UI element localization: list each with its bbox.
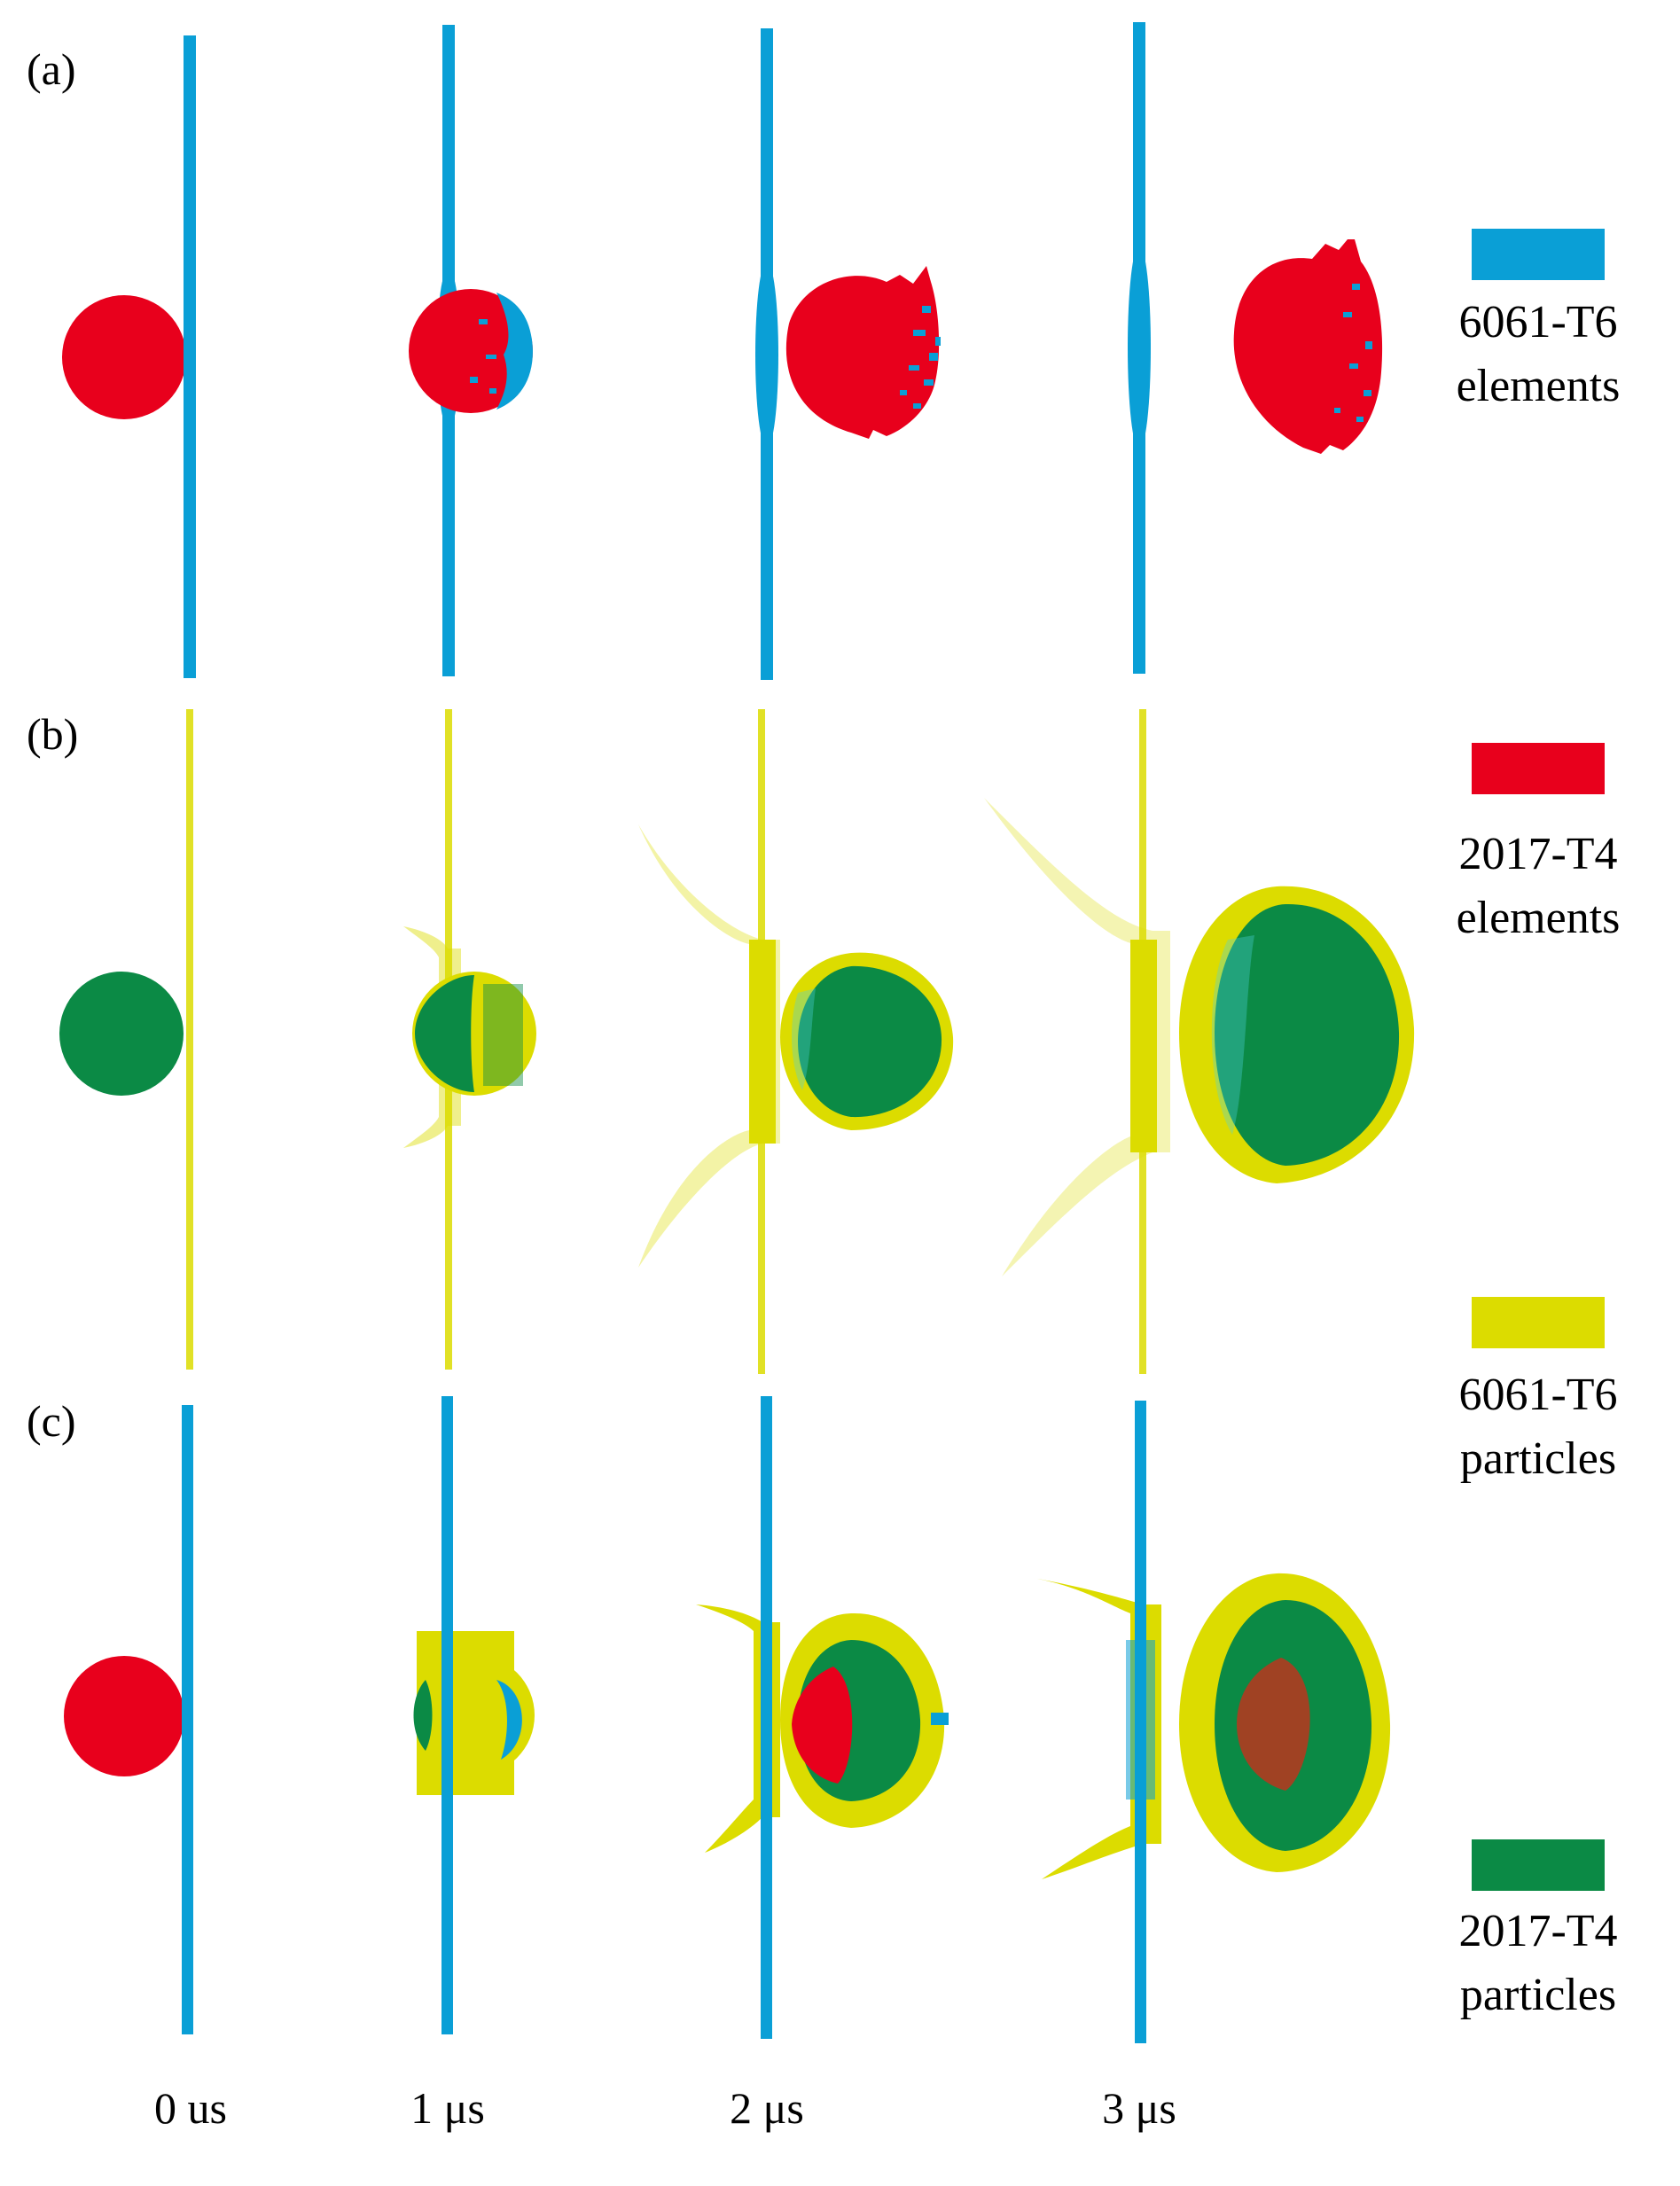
legend-swatch-3 (1472, 1839, 1605, 1891)
plate-c-t0 (182, 1405, 193, 2034)
projectile-c-t0 (64, 1656, 184, 1776)
legend-swatch-2 (1472, 1297, 1605, 1348)
legend-line1-0: 6061-T6 (1458, 297, 1617, 347)
legend-line2-0: elements (1457, 361, 1621, 411)
plate-bulge-c-t3 (1126, 1640, 1155, 1800)
time-label-0: 0 us (154, 2083, 227, 2133)
projectile-particles-b-t0 (59, 972, 184, 1096)
legend-swatch-1 (1472, 743, 1605, 794)
projectile-a-t3 (1233, 239, 1383, 454)
projectile-fragments-a-t1 (470, 293, 533, 410)
plate-bulge-b-t3 (1130, 940, 1157, 1152)
projectile-fragments-a-t3 (1334, 284, 1372, 422)
legend-swatch-0 (1472, 229, 1605, 280)
legend-line1-1: 2017-T4 (1458, 829, 1617, 879)
legend-line2-1: elements (1457, 893, 1621, 943)
plate-debris-b-t2 (638, 824, 780, 1268)
projectile-core-b-t3 (1215, 903, 1400, 1166)
projectile-core-b-t1 (415, 975, 474, 1092)
panel-b (59, 709, 1415, 1374)
projectile-red-core-c-t3 (1237, 1658, 1310, 1791)
time-label-1: 1 μs (410, 2083, 485, 2133)
plate-bulge-a-t2 (755, 262, 778, 448)
projectile-scatter-b-t1 (483, 984, 523, 1086)
legend: 6061-T6 elements 2017-T4 elements 6061-T… (1457, 229, 1621, 2020)
panel-label-a: (a) (27, 44, 76, 94)
plate-debris-c-t2 (696, 1604, 780, 1853)
legend-line2-3: particles (1460, 1970, 1616, 2020)
plate-a-t0 (184, 35, 196, 678)
projectile-core-b-t2 (798, 965, 942, 1118)
plate-bulge-b-t2 (749, 940, 776, 1144)
panel-c (64, 1396, 1391, 2043)
projectile-a-t1 (409, 289, 533, 413)
projectile-a-t0 (62, 295, 186, 419)
projectile-highlight-b-t2 (792, 988, 816, 1090)
plate-c-t1 (441, 1396, 453, 2034)
projectile-red-core-c-t2 (792, 1667, 853, 1784)
projectile-highlight-b-t3 (1211, 935, 1254, 1135)
panel-label-c: (c) (27, 1396, 76, 1446)
plate-c-t2 (761, 1396, 772, 2039)
projectile-fragments-a-t2 (900, 306, 941, 409)
projectile-fragment-c-t2 (931, 1713, 949, 1725)
plate-debris-b-t3 (984, 798, 1170, 1276)
time-label-3: 3 μs (1102, 2083, 1176, 2133)
projectile-a-t2 (785, 266, 940, 439)
projectile-fragment-c-t1 (496, 1680, 522, 1760)
time-label-2: 2 μs (730, 2083, 804, 2133)
projectile-core-c-t1 (413, 1680, 433, 1751)
panel-a (62, 22, 1383, 680)
legend-line1-3: 2017-T4 (1458, 1906, 1617, 1956)
plate-bulge-a-t3 (1128, 246, 1151, 449)
panel-label-b: (b) (27, 709, 78, 759)
legend-line2-2: particles (1460, 1433, 1616, 1484)
plate-particles-b-t0 (186, 709, 193, 1370)
legend-line1-2: 6061-T6 (1458, 1370, 1617, 1420)
